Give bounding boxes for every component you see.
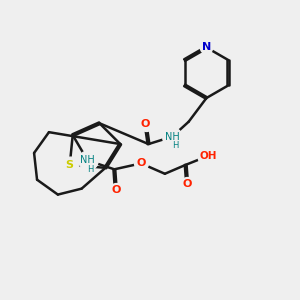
Text: O: O <box>141 119 150 129</box>
Text: S: S <box>66 160 74 170</box>
Text: H: H <box>87 165 94 174</box>
Text: O: O <box>182 179 192 189</box>
Text: OH: OH <box>199 151 217 161</box>
Text: O: O <box>111 185 121 195</box>
Text: H: H <box>172 141 178 150</box>
Text: O: O <box>136 158 146 168</box>
Text: NH: NH <box>80 155 95 165</box>
Text: N: N <box>202 43 211 52</box>
Text: NH: NH <box>165 132 180 142</box>
